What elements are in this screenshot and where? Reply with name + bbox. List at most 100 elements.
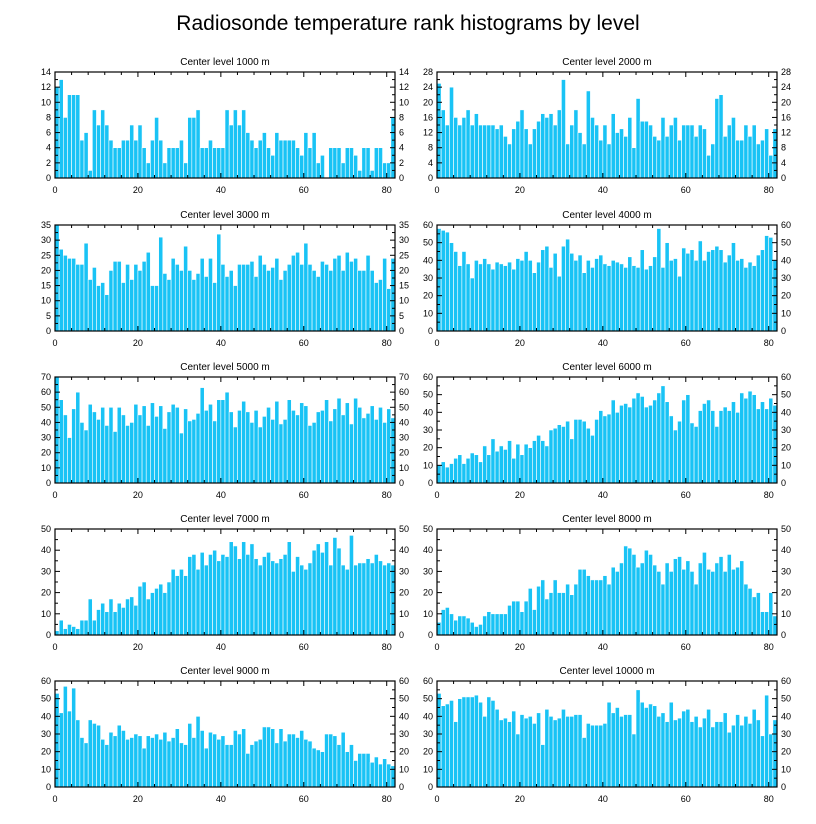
y-tick-label: 15 — [41, 281, 51, 291]
bar — [361, 270, 367, 332]
bar — [689, 422, 695, 484]
bar — [253, 740, 259, 788]
bar — [249, 543, 255, 636]
bar — [245, 411, 251, 484]
bar — [249, 139, 255, 179]
panel-1: Center level 1000 m0 20 40 60 800 02 24 46 68 810… — [41, 57, 409, 195]
y-tick-label-right: 50 — [781, 524, 791, 534]
bar — [108, 731, 114, 788]
bar — [150, 592, 155, 636]
bar — [154, 285, 159, 332]
bar — [718, 249, 724, 332]
bar — [614, 412, 620, 484]
x-tick-label: 40 — [216, 185, 226, 195]
bar — [532, 609, 537, 636]
bar — [257, 139, 263, 179]
bar — [673, 558, 678, 636]
bar — [170, 147, 176, 179]
bar — [743, 583, 749, 636]
y-tick-label-right: 0 — [399, 478, 404, 488]
y-tick-label: 10 — [423, 308, 433, 318]
bar — [693, 136, 699, 179]
bar — [710, 143, 716, 179]
bar — [478, 263, 483, 332]
bar — [195, 568, 201, 636]
bar — [677, 420, 682, 484]
bar — [121, 414, 126, 484]
bar — [158, 583, 164, 636]
bar — [150, 139, 155, 179]
bar — [465, 263, 471, 332]
x-tick-label: 0 — [434, 794, 439, 804]
figure-title: Radiosonde temperature rank histograms b… — [176, 12, 639, 35]
bar — [664, 562, 670, 636]
bar — [216, 399, 222, 484]
bar — [544, 598, 550, 636]
bar — [303, 132, 309, 179]
bar — [170, 568, 176, 636]
bar — [536, 585, 541, 636]
bar — [515, 258, 521, 332]
bar — [125, 425, 130, 484]
bar — [141, 147, 147, 179]
x-tick-label: 80 — [382, 338, 392, 348]
bar — [660, 583, 666, 636]
bar — [457, 265, 463, 332]
bar — [598, 410, 604, 484]
panel-title: Center level 2000 m — [562, 57, 652, 68]
x-tick-label: 20 — [133, 794, 143, 804]
bar — [685, 708, 691, 788]
bar — [79, 422, 85, 484]
bar — [253, 558, 259, 636]
bar — [378, 279, 383, 332]
bar — [532, 723, 537, 788]
bar — [581, 143, 587, 179]
bar — [203, 564, 209, 636]
bar — [465, 109, 471, 179]
bar — [162, 273, 168, 332]
bar — [179, 568, 184, 636]
bar — [735, 412, 740, 484]
bar — [307, 264, 313, 332]
bar — [673, 258, 678, 332]
bar — [183, 162, 188, 179]
bar — [718, 556, 724, 636]
x-tick-label: 0 — [52, 185, 57, 195]
bar — [527, 447, 533, 484]
bar — [681, 124, 687, 179]
y-tick-label: 40 — [423, 545, 433, 555]
y-tick-label: 0 — [428, 478, 433, 488]
bar — [170, 258, 176, 332]
bar — [556, 109, 562, 179]
x-tick-label: 40 — [598, 185, 608, 195]
bar — [266, 406, 271, 484]
y-tick-label: 10 — [423, 764, 433, 774]
bar — [743, 124, 749, 179]
bar — [62, 254, 68, 332]
y-tick-label-right: 30 — [399, 433, 409, 443]
bar — [270, 419, 276, 484]
y-tick-label: 0 — [428, 782, 433, 792]
bar — [449, 86, 454, 179]
bar — [627, 256, 633, 332]
bar — [569, 252, 575, 332]
bar — [735, 714, 740, 788]
bar-series — [436, 385, 778, 484]
bar — [179, 139, 184, 179]
x-tick-label: 0 — [52, 338, 57, 348]
bar — [220, 735, 226, 788]
bar — [100, 282, 106, 332]
bar — [648, 124, 653, 179]
y-tick-label-right: 30 — [781, 566, 791, 576]
bar — [220, 147, 226, 179]
bar — [116, 147, 122, 179]
bar — [278, 423, 284, 484]
bar — [332, 147, 338, 179]
bar — [619, 128, 624, 179]
bar — [457, 124, 463, 179]
y-tick-label: 16 — [423, 112, 433, 122]
